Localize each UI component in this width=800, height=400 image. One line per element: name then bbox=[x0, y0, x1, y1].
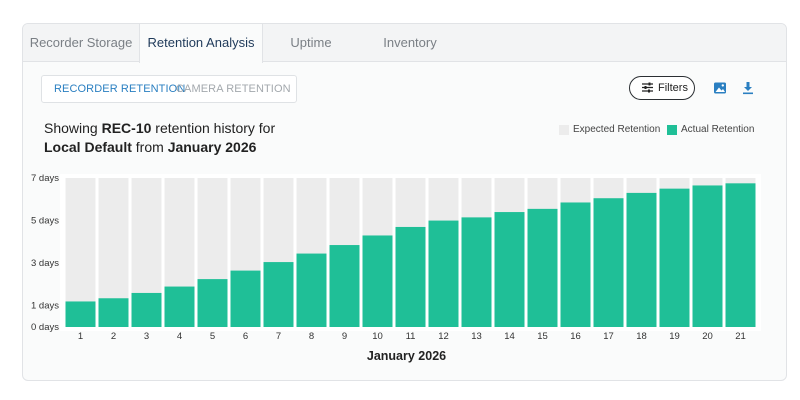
actual-bar bbox=[461, 217, 492, 327]
x-tick-label: 18 bbox=[636, 331, 647, 342]
x-tick-label: 15 bbox=[537, 331, 548, 342]
actual-bar bbox=[560, 202, 591, 327]
x-tick-label: 8 bbox=[309, 331, 314, 342]
x-tick-label: 2 bbox=[111, 331, 116, 342]
actual-bar bbox=[659, 188, 690, 327]
actual-bar bbox=[131, 292, 162, 327]
tab-retention-analysis[interactable]: Retention Analysis bbox=[139, 24, 263, 63]
y-tick-label: 3 days bbox=[31, 258, 59, 269]
actual-bar bbox=[296, 253, 327, 327]
x-tick-label: 16 bbox=[570, 331, 581, 342]
recorder-name: REC-10 bbox=[101, 120, 152, 136]
profile-name: Local Default bbox=[44, 139, 132, 155]
x-tick-label: 3 bbox=[144, 331, 149, 342]
recorder-retention-option[interactable]: RECORDER RETENTION bbox=[54, 83, 186, 95]
actual-bar bbox=[626, 192, 657, 327]
tab-uptime[interactable]: Uptime bbox=[290, 35, 332, 50]
actual-bar bbox=[527, 208, 558, 327]
tab-inventory[interactable]: Inventory bbox=[383, 35, 437, 50]
x-tick-label: 1 bbox=[78, 331, 83, 342]
period-label: January 2026 bbox=[167, 139, 257, 155]
image-icon[interactable] bbox=[713, 81, 727, 95]
x-tick-label: 14 bbox=[504, 331, 515, 342]
legend-label-expected: Expected Retention bbox=[573, 124, 661, 135]
retention-type-toggle: RECORDER RETENTION CAMERA RETENTION bbox=[41, 75, 297, 103]
actual-bar bbox=[65, 301, 96, 327]
x-tick-label: 5 bbox=[210, 331, 215, 342]
actual-bar bbox=[494, 212, 525, 327]
x-tick-label: 11 bbox=[406, 331, 416, 342]
tab-bar: Recorder Storage Retention Analysis Upti… bbox=[23, 24, 786, 63]
y-tick-label: 7 days bbox=[31, 173, 59, 184]
actual-bar bbox=[230, 270, 261, 327]
filters-button[interactable]: Filters bbox=[629, 76, 695, 100]
x-tick-label: 6 bbox=[243, 331, 248, 342]
x-tick-label: 10 bbox=[372, 331, 383, 342]
y-tick-label: 1 days bbox=[31, 301, 59, 312]
download-icon[interactable] bbox=[741, 81, 755, 95]
x-tick-label: 4 bbox=[177, 331, 182, 342]
legend-label-actual: Actual Retention bbox=[681, 124, 755, 135]
retention-card: Recorder Storage Retention Analysis Upti… bbox=[22, 23, 787, 381]
x-tick-label: 19 bbox=[669, 331, 680, 342]
y-tick-label: 5 days bbox=[31, 216, 59, 227]
x-axis-title: January 2026 bbox=[367, 349, 446, 363]
x-tick-label: 12 bbox=[438, 331, 449, 342]
actual-bar bbox=[329, 245, 360, 327]
camera-retention-option[interactable]: CAMERA RETENTION bbox=[176, 83, 291, 95]
actual-bar bbox=[197, 279, 228, 327]
actual-bar bbox=[725, 183, 756, 327]
legend-swatch-expected bbox=[559, 125, 569, 135]
actual-bar bbox=[98, 298, 129, 327]
actual-bar bbox=[692, 185, 723, 327]
x-tick-label: 17 bbox=[603, 331, 614, 342]
tab-recorder-storage[interactable]: Recorder Storage bbox=[29, 35, 133, 50]
actual-bar bbox=[428, 220, 459, 327]
filters-label: Filters bbox=[658, 82, 688, 94]
sliders-icon bbox=[642, 82, 653, 93]
x-tick-label: 21 bbox=[735, 331, 746, 342]
actual-bar bbox=[362, 235, 393, 327]
x-tick-label: 13 bbox=[471, 331, 482, 342]
legend-swatch-actual bbox=[667, 125, 677, 135]
actual-bar bbox=[263, 262, 294, 327]
actual-bar bbox=[593, 198, 624, 327]
actual-bar bbox=[395, 226, 426, 327]
x-tick-label: 7 bbox=[276, 331, 281, 342]
x-tick-label: 9 bbox=[342, 331, 347, 342]
x-tick-label: 20 bbox=[702, 331, 713, 342]
actual-bar bbox=[164, 286, 195, 327]
chart-caption: Showing REC-10 retention history for Loc… bbox=[44, 120, 276, 155]
y-tick-label: 0 days bbox=[31, 322, 59, 333]
